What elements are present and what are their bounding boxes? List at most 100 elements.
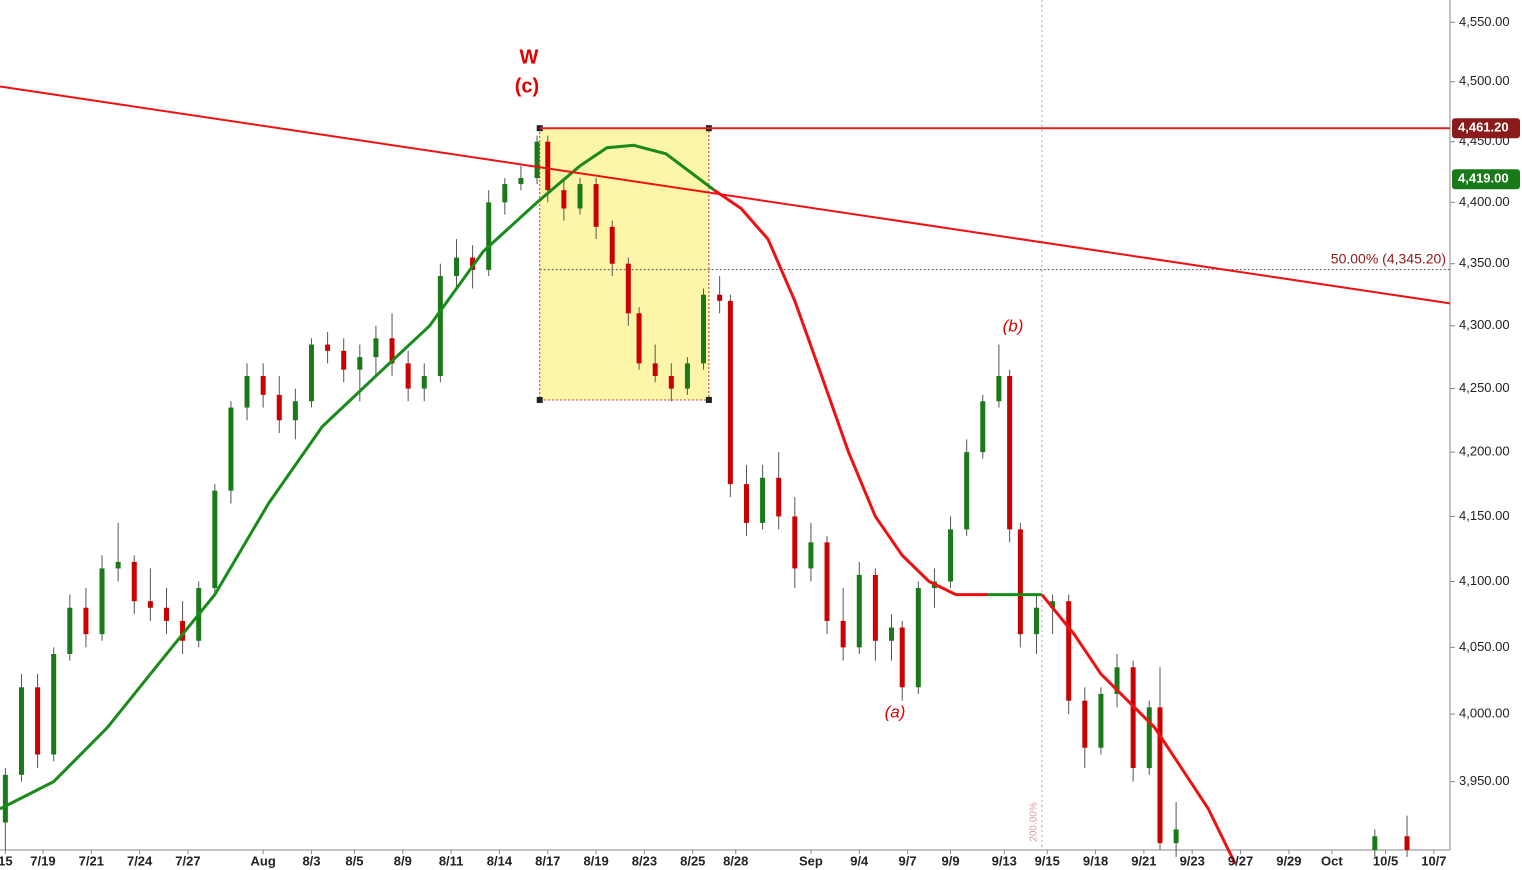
- x-tick-label: 9/23: [1180, 853, 1205, 868]
- candle-body: [760, 477, 766, 523]
- candle-body: [244, 375, 250, 408]
- line: [0, 85, 1451, 305]
- y-tick-label: 4,100.00: [1459, 573, 1510, 588]
- line: [713, 188, 989, 597]
- candle-body: [776, 477, 782, 517]
- candle-body: [964, 452, 970, 530]
- candle-body: [276, 394, 282, 421]
- candle-body: [684, 363, 690, 389]
- candle-body: [163, 607, 169, 621]
- x-tick-label: 7/27: [175, 853, 200, 868]
- candle-body: [373, 338, 379, 358]
- vline-label: 200.00%: [1028, 802, 1039, 842]
- candle-body: [357, 357, 363, 370]
- x-tick-label: 8/14: [487, 853, 513, 868]
- wave-label: (c): [515, 75, 539, 97]
- x-tick-label: Oct: [1321, 853, 1343, 868]
- candle-body: [915, 588, 921, 688]
- x-tick-label: 7/24: [127, 853, 153, 868]
- candle-body: [717, 294, 723, 301]
- x-tick-label: 8/25: [680, 853, 705, 868]
- candle-body: [824, 542, 830, 621]
- candle-body: [808, 542, 814, 569]
- candle-body: [1050, 601, 1056, 608]
- fib-handle: [536, 396, 543, 403]
- candle-body: [1033, 607, 1039, 635]
- candle-body: [1157, 707, 1163, 844]
- wave-label: (b): [1003, 316, 1024, 335]
- candle-body: [147, 601, 153, 608]
- fib-handle: [705, 396, 712, 403]
- x-tick-label: 9/7: [899, 853, 917, 868]
- candle-body: [421, 375, 427, 389]
- candle-body: [652, 363, 658, 376]
- candle-body: [1173, 829, 1179, 844]
- candle-body: [1007, 375, 1013, 530]
- y-tick-label: 4,000.00: [1459, 706, 1510, 721]
- x-tick-label: 8/19: [583, 853, 608, 868]
- y-tick-label: 4,050.00: [1459, 639, 1510, 654]
- candle-body: [1404, 836, 1410, 850]
- x-tick-label: 8/9: [394, 853, 412, 868]
- x-tick-label: 8/23: [632, 853, 657, 868]
- candle-body: [389, 338, 395, 364]
- candle-body: [996, 375, 1002, 402]
- y-tick-label: 4,400.00: [1459, 194, 1510, 209]
- candle-body: [856, 574, 862, 648]
- candle-body: [99, 568, 105, 635]
- line: [1040, 593, 1237, 865]
- candle-body: [609, 226, 615, 264]
- candle-body: [545, 141, 551, 191]
- candle-body: [792, 516, 798, 569]
- y-tick-label: 3,950.00: [1459, 773, 1510, 788]
- candle-body: [1130, 667, 1136, 769]
- candle-body: [502, 184, 508, 203]
- candle-body: [325, 344, 331, 351]
- x-tick-label: 8/11: [439, 853, 464, 868]
- fib-box: [539, 127, 710, 401]
- candle-body: [593, 184, 599, 227]
- x-tick-label: 9/15: [1035, 853, 1060, 868]
- candle-body: [260, 375, 266, 395]
- candle-body: [743, 484, 749, 523]
- candle-body: [948, 529, 954, 582]
- candle-body: [1082, 700, 1088, 748]
- candle-body: [899, 627, 905, 688]
- candle-body: [980, 401, 986, 453]
- candle-body: [308, 344, 314, 402]
- candle-body: [180, 620, 186, 641]
- price-marker: [1452, 169, 1520, 190]
- x-tick-label: 9/13: [992, 853, 1017, 868]
- candle-body: [292, 401, 298, 421]
- candle-body: [577, 184, 583, 209]
- y-tick-label: 4,550.00: [1459, 14, 1510, 29]
- x-tick-label: 7/21: [79, 853, 104, 868]
- line: [0, 143, 716, 811]
- x-tick-label: 10/7: [1421, 853, 1446, 868]
- candle-body: [35, 687, 41, 755]
- plot-area: 50.00% (4,345.20) 200.00%: [0, 0, 1451, 865]
- x-tick-label: 9/9: [942, 853, 960, 868]
- candle-body: [534, 141, 540, 179]
- x-tick-label: 8/3: [302, 853, 320, 868]
- candle-body: [872, 574, 878, 641]
- candle-body: [701, 294, 707, 364]
- price-marker-label: 4,461.20: [1458, 120, 1509, 135]
- candle-body: [437, 276, 443, 376]
- candle-body: [888, 627, 894, 641]
- candle-body: [636, 313, 642, 364]
- x-tick-label: 10/5: [1373, 853, 1398, 868]
- x-tick-label: 7/19: [30, 853, 55, 868]
- x-tick-label: 8/17: [535, 853, 560, 868]
- candle-body: [1146, 707, 1152, 769]
- price-marker-label: 4,419.00: [1458, 171, 1509, 186]
- x-tick-label: 9/27: [1228, 853, 1253, 868]
- candle-body: [51, 654, 57, 755]
- wave-label: W: [520, 46, 539, 68]
- candle-body: [1017, 529, 1023, 635]
- candle-body: [212, 490, 218, 589]
- candle-body: [840, 620, 846, 648]
- candle-body: [1098, 693, 1104, 748]
- candle-body: [727, 300, 733, 485]
